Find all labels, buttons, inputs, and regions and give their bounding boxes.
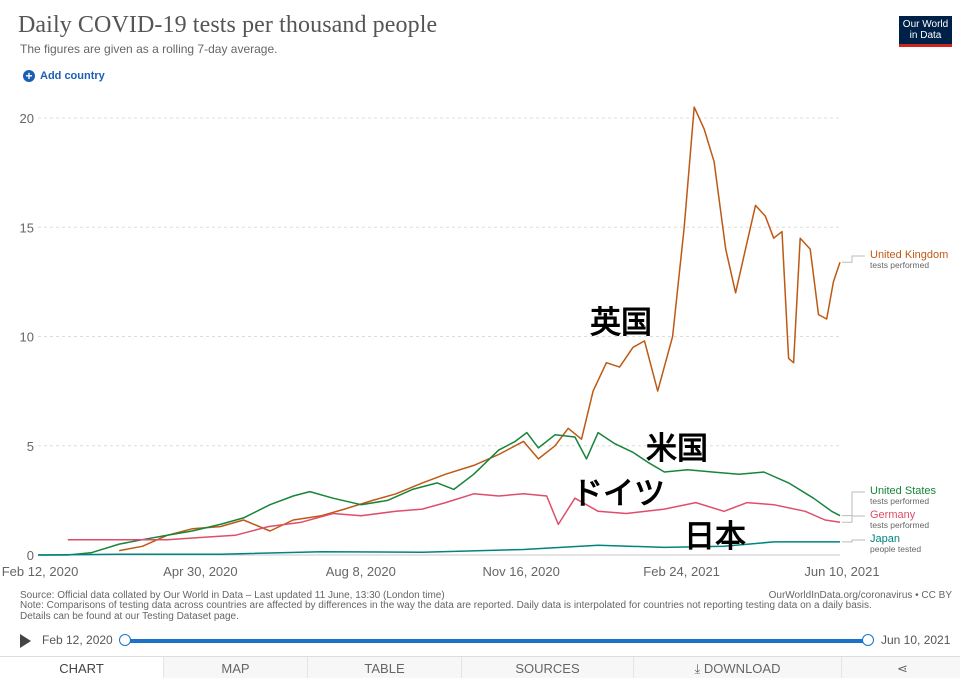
x-tick-label: Apr 30, 2020 (163, 564, 237, 579)
source-link[interactable]: OurWorldInData.org/coronavirus • CC BY (768, 590, 952, 601)
series-sublabel-germany: tests performed (870, 520, 929, 530)
timeline-track[interactable] (124, 639, 868, 643)
series-label-germany: Germany (870, 509, 916, 521)
label-connector (842, 515, 865, 523)
share-icon[interactable]: ⋖ (842, 657, 960, 678)
y-tick-label: 5 (27, 439, 34, 454)
annotation-uk: 英国 (590, 305, 652, 341)
series-line-united-kingdom (119, 106, 841, 552)
tab-sources[interactable]: SOURCES (462, 657, 634, 678)
plus-icon: + (23, 70, 35, 82)
annotation-de: ドイツ (572, 476, 665, 512)
download-icon: ⤓ (694, 661, 701, 676)
timeline: Feb 12, 2020 Jun 10, 2021 (0, 630, 960, 652)
y-tick-label: 10 (20, 330, 34, 345)
series-line-united-states (38, 431, 841, 556)
timeline-start-label: Feb 12, 2020 (42, 633, 113, 647)
source-text: Source: Official data collated by Our Wo… (20, 590, 445, 601)
label-connector (842, 255, 865, 263)
tab-download-label: DOWNLOAD (703, 661, 781, 676)
x-tick-label: Nov 16, 2020 (483, 564, 560, 579)
tab-bar: CHART MAP TABLE SOURCES ⤓ DOWNLOAD ⋖ (0, 656, 960, 678)
series-label-united-states: United States (870, 485, 937, 497)
chart-subtitle: The figures are given as a rolling 7-day… (20, 42, 278, 56)
line-chart: 0 5 10 15 20 Feb 12, 2020 Apr 30, 2020 Aug 8, 2… (2, 106, 948, 579)
annotation-jp: 日本 (684, 519, 746, 555)
x-tick-label: Feb 24, 2021 (643, 564, 720, 579)
chart-title: Daily COVID-19 tests per thousand people (18, 12, 438, 38)
timeline-end-handle[interactable] (862, 634, 874, 646)
logo-accent-bar (899, 44, 952, 47)
note-text: Note: Comparisons of testing data across… (20, 600, 950, 622)
y-tick-label: 0 (27, 548, 34, 563)
timeline-start-handle[interactable] (119, 634, 131, 646)
logo-line1: Our World (902, 19, 949, 30)
note-line-2: Details can be found at our Testing Data… (20, 611, 239, 622)
series-line-germany (67, 493, 841, 541)
note-line-1: Note: Comparisons of testing data across… (20, 600, 872, 611)
logo-line2: in Data (909, 30, 942, 41)
tab-table[interactable]: TABLE (308, 657, 462, 678)
timeline-end-label: Jun 10, 2021 (881, 633, 951, 647)
x-tick-label: Aug 8, 2020 (326, 564, 396, 579)
label-connector (842, 491, 865, 517)
add-country-button[interactable]: + Add country (23, 70, 105, 82)
series-sublabel-united-states: tests performed (870, 496, 929, 506)
owid-logo[interactable]: Our World in Data (899, 16, 952, 47)
x-tick-label: Feb 12, 2020 (2, 564, 79, 579)
y-tick-label: 20 (20, 111, 34, 126)
tab-download[interactable]: ⤓ DOWNLOAD (634, 657, 842, 678)
tab-map[interactable]: MAP (164, 657, 308, 678)
play-icon[interactable] (20, 634, 31, 648)
annotation-us: 米国 (646, 431, 708, 467)
label-connector (842, 539, 865, 543)
y-tick-label: 15 (20, 220, 34, 235)
tab-chart[interactable]: CHART (0, 657, 164, 678)
x-tick-label: Jun 10, 2021 (804, 564, 879, 579)
series-label-united-kingdom: United Kingdom (870, 249, 948, 261)
series-line-japan (37, 541, 840, 556)
series-sublabel-japan: people tested (870, 544, 921, 554)
series-label-japan: Japan (870, 533, 900, 545)
series-sublabel-united-kingdom: tests performed (870, 260, 929, 270)
add-country-label: Add country (40, 70, 105, 82)
